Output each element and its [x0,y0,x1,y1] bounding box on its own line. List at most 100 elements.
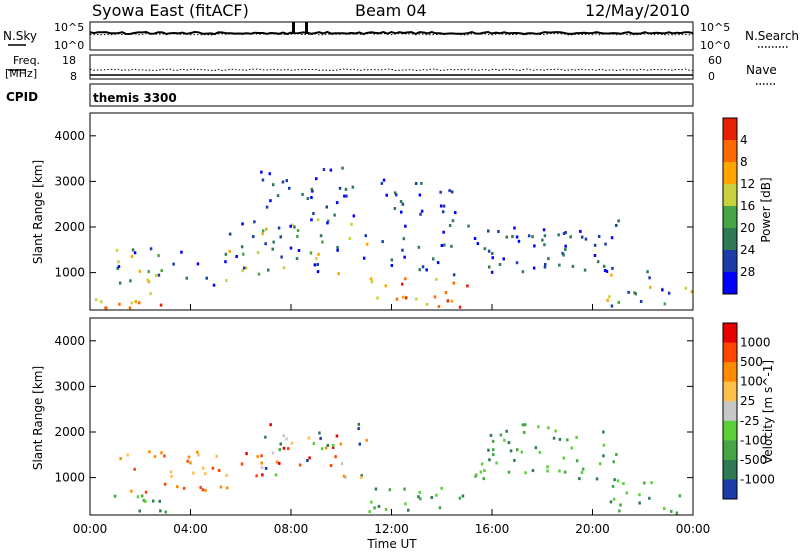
power-echo-cell [296,229,300,232]
velocity-echo-cell [638,493,641,497]
power-echo-cell [441,210,445,214]
velocity-echo-cell [612,460,615,464]
power-echo-cell [663,302,667,306]
power-echo-cell [395,297,399,301]
velocity-echo-cell [643,481,646,485]
power-echo-cell [138,269,142,273]
velocity-echo-cell [261,473,264,477]
power-echo-cell [437,305,441,308]
velocity-echo-cell [282,434,285,438]
power-echo-cell [310,187,313,191]
power-echo-cell [241,269,244,273]
velocity-echo-cell [435,493,438,497]
velocity-echo-cell [144,490,148,494]
velocity-y-label: Slant Range [km] [31,366,45,470]
power-echo-cell [448,189,451,193]
power-panel: 1000 2000 3000 4000 Slant Range [km] 4 8 12 16… [31,112,773,311]
power-echo-cell [316,270,320,274]
velocity-echo-cell [638,501,641,505]
power-echo-cell [365,242,369,246]
power-echo-cell [350,222,353,226]
velocity-colorbar-segment [723,342,737,363]
power-echo-cell [467,224,470,228]
freq-tick-bottom: 8 [70,70,77,83]
power-echo-cell [418,268,421,272]
velocity-echo-cell [495,461,498,465]
power-echo-cell [100,300,103,304]
power-echo-cell [279,235,282,239]
velocity-colorbar-segment [723,479,737,500]
nave-tick-top: 60 [708,54,722,67]
velocity-echo-cell [119,457,122,461]
velocity-echo-cell [562,456,565,460]
power-echo-cell [580,235,584,239]
power-echo-cell [667,291,671,295]
velocity-echo-cell [547,426,550,430]
power-echo-cell [291,223,294,227]
power-echo-cell [648,276,651,280]
power-echo-cell [344,187,348,191]
power-echo-cell [149,247,153,251]
power-echo-cell [390,258,394,262]
velocity-echo-cell [609,500,613,504]
velocity-echo-cell [204,488,207,492]
velocity-echo-cell [308,456,311,460]
velocity-echo-cell [240,462,244,466]
power-echo-cell [117,260,120,264]
power-echo-cell [329,168,333,172]
velocity-echo-cell [503,438,506,442]
velocity-echo-cell [226,486,229,490]
power-echo-cell [138,301,141,305]
power-echo-cell [381,240,384,244]
freq-label: Freq. [13,54,40,67]
power-echo-cell [256,251,260,255]
velocity-echo-cell [163,454,166,458]
velocity-echo-cell [491,439,495,443]
power-echo-cell [403,255,406,259]
velocity-echo-cell [377,504,381,508]
power-echo-cell [433,295,437,299]
power-colorbar-segment [723,162,737,185]
power-echo-cell [604,242,607,246]
nsearch-trace [89,32,694,36]
power-colorbar-segment [723,272,737,295]
power-echo-cell [579,229,582,233]
velocity-echo-cell [507,470,511,474]
velocity-echo-cell [440,486,443,490]
power-echo-cell [348,237,351,240]
power-echo-cell [505,235,508,239]
power-echo-cell [117,265,121,269]
velocity-echo-cell [487,448,490,452]
velocity-echo-cell [144,499,147,503]
power-echo-cell [390,264,394,267]
power-echo-cell [240,245,244,249]
power-echo-cell [301,192,304,196]
velocity-echo-cell [335,434,339,438]
power-echo-cell [415,297,418,301]
velocity-echo-cell [278,461,281,465]
power-echo-cell [362,256,366,260]
nave-label: Nave [746,63,777,77]
power-echo-cell [336,248,339,252]
power-echo-cell [337,272,340,276]
velocity-echo-cell [255,474,258,478]
velocity-echo-cell [558,469,561,473]
power-echo-cell [617,219,620,223]
power-echo-cell [260,170,263,174]
velocity-echo-cell [312,442,316,445]
velocity-x-tick-label: 08:00 [274,522,309,536]
power-echo-cell [335,201,339,205]
velocity-echo-cell [217,469,221,472]
power-echo-cell [454,211,457,215]
velocity-echo-cell [648,496,651,500]
power-echo-cell [225,279,228,283]
power-echo-cell [513,226,516,230]
velocity-echo-cell [602,443,606,447]
power-echo-cell [596,260,600,264]
velocity-frame [89,317,694,516]
velocity-echo-cell [196,450,199,454]
power-echo-cell [544,263,547,266]
velocity-echo-cell [595,477,599,481]
power-echo-cell [532,266,536,270]
power-echo-cell [293,225,296,229]
